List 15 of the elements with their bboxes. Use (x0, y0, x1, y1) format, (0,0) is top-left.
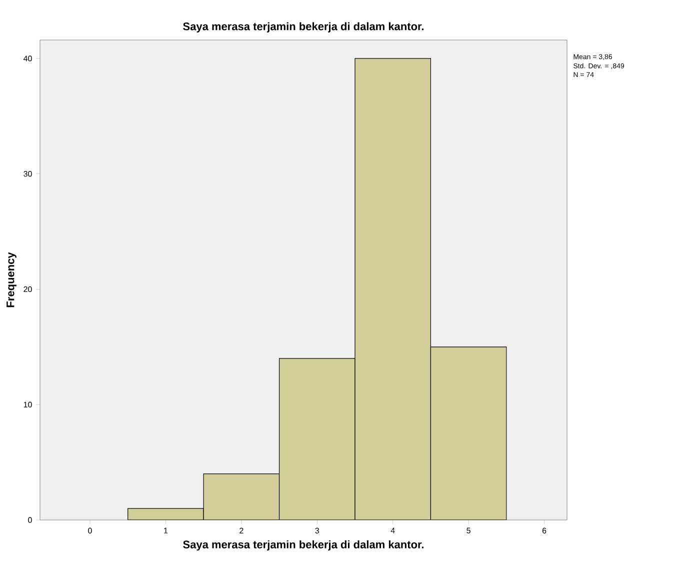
x-tick-label: 1 (164, 528, 168, 534)
x-tick-label: 5 (466, 528, 470, 534)
x-tick-label: 6 (542, 528, 546, 534)
y-axis-title: Frequency (6, 252, 16, 308)
x-tick-label: 2 (240, 528, 244, 534)
x-tick-label: 3 (315, 528, 319, 534)
x-axis-title: Saya merasa terjamin bekerja di dalam kantor. (183, 540, 424, 551)
y-tick-label: 40 (23, 56, 32, 62)
y-tick-label: 10 (24, 402, 32, 408)
x-tick-label: 4 (390, 528, 395, 534)
x-tick-label: 0 (88, 528, 92, 534)
y-tick-label: 30 (24, 171, 32, 177)
chart-title: Saya merasa terjamin bekerja di dalam kantor. (183, 22, 424, 32)
y-tick-label: 0 (28, 517, 32, 523)
y-tick-label: 20 (24, 286, 32, 292)
